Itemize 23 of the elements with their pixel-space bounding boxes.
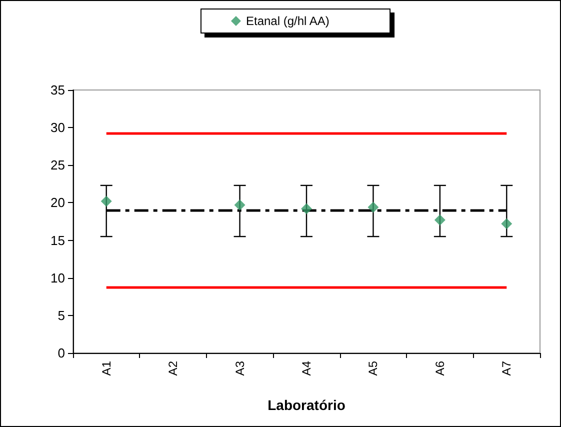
y-tick-label: 25 — [50, 158, 65, 173]
x-tick-label: A4 — [300, 360, 314, 376]
y-tick-label: 20 — [50, 195, 65, 210]
y-tick-label: 15 — [50, 232, 65, 248]
point — [368, 202, 379, 213]
point — [234, 199, 246, 210]
y-tick-label: 5 — [58, 308, 65, 323]
y-tick-label: 35 — [50, 82, 65, 98]
x-tick-label: A5 — [366, 360, 380, 376]
legend-label: Etanal (g/hl AA) — [246, 14, 330, 28]
y-tick-label: 10 — [50, 270, 65, 286]
x-tick-label: A7 — [500, 360, 514, 376]
x-axis-title: Laboratório — [268, 397, 346, 413]
point — [100, 196, 112, 207]
x-tick-label: A6 — [432, 360, 447, 376]
y-tick-label: 30 — [50, 120, 65, 136]
point — [301, 203, 312, 214]
x-tick-label: A1 — [99, 360, 114, 376]
y-tick-label: 0 — [58, 346, 65, 360]
point — [501, 218, 512, 230]
x-tick-label: A3 — [232, 360, 247, 376]
point — [434, 214, 446, 226]
x-tick-label: A2 — [166, 360, 180, 376]
